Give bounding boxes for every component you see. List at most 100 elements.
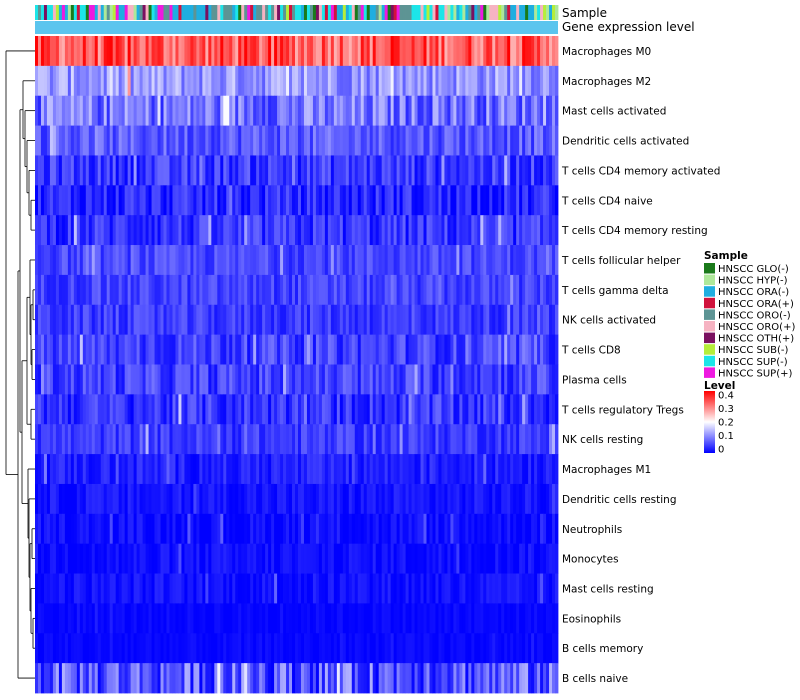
- heatmap-cell: [76, 65, 81, 97]
- heatmap-cell: [306, 633, 311, 664]
- heatmap-cell: [321, 95, 326, 126]
- heatmap-cell: [462, 304, 466, 336]
- heatmap-cell: [43, 245, 48, 276]
- heatmap-cell: [474, 304, 478, 336]
- heatmap-cell: [106, 36, 111, 67]
- heatmap-cell: [217, 215, 221, 246]
- row-label: T cells CD4 memory activated: [561, 165, 720, 177]
- heatmap-cell: [196, 215, 200, 246]
- heatmap-cell: [510, 364, 514, 395]
- heatmap-cell: [333, 185, 338, 216]
- heatmap-cell: [214, 274, 218, 306]
- heatmap-cell: [85, 155, 90, 186]
- heatmap-cell: [196, 334, 200, 365]
- heatmap-cell: [348, 125, 353, 156]
- heatmap-cell: [112, 543, 117, 574]
- heatmap-cell: [238, 334, 242, 365]
- heatmap-cell: [498, 633, 502, 664]
- heatmap-cell: [181, 95, 185, 126]
- heatmap-cell: [369, 245, 374, 276]
- heatmap-cell: [396, 573, 401, 604]
- heatmap-cell: [474, 543, 478, 574]
- heatmap-cell: [187, 274, 191, 306]
- heatmap-cell: [265, 274, 269, 306]
- heatmap-cell: [79, 65, 84, 97]
- heatmap-cell: [235, 603, 239, 634]
- heatmap-cell: [450, 95, 454, 126]
- heatmap-cell: [169, 483, 173, 515]
- heatmap-cell: [435, 125, 439, 156]
- heatmap-cell: [531, 95, 535, 126]
- heatmap-cell: [426, 573, 430, 604]
- heatmap-cell: [354, 215, 359, 246]
- heatmap-cell: [447, 424, 451, 455]
- heatmap-cell: [148, 394, 152, 425]
- heatmap-cell: [519, 573, 523, 604]
- heatmap-cell: [223, 155, 227, 186]
- heatmap-cell: [184, 185, 188, 216]
- heatmap-cell: [534, 663, 538, 694]
- row-label: T cells gamma delta: [561, 285, 669, 297]
- heatmap-cell: [366, 394, 371, 425]
- sample-legend-swatch: [704, 274, 715, 286]
- sample-annotation-cell: [172, 5, 176, 20]
- heatmap-cell: [537, 633, 541, 664]
- heatmap-cell: [309, 394, 314, 425]
- heatmap-cell: [205, 95, 209, 126]
- heatmap-cell: [226, 603, 230, 634]
- heatmap-cell: [486, 573, 490, 604]
- heatmap-cell: [336, 125, 341, 156]
- heatmap-cell: [399, 304, 403, 336]
- heatmap-cell: [35, 304, 39, 336]
- heatmap-cell: [277, 65, 281, 97]
- heatmap-cell: [363, 603, 368, 634]
- heatmap-cell: [238, 483, 242, 515]
- heatmap-cell: [223, 483, 227, 515]
- heatmap-cell: [519, 185, 523, 216]
- heatmap-cell: [52, 334, 57, 365]
- heatmap-cell: [262, 65, 266, 97]
- heatmap-cell: [369, 95, 374, 126]
- heatmap-cell: [52, 155, 57, 186]
- heatmap-cell: [420, 603, 424, 634]
- heatmap-cell: [411, 155, 415, 186]
- sample-annotation-cell: [184, 5, 188, 20]
- heatmap-cell: [244, 334, 248, 365]
- heatmap-cell: [103, 454, 108, 485]
- heatmap-cell: [312, 364, 317, 395]
- heatmap-cell: [339, 95, 344, 126]
- heatmap-cell: [226, 155, 230, 186]
- heatmap-cell: [375, 304, 380, 336]
- heatmap-cell: [324, 424, 329, 455]
- heatmap-cell: [309, 573, 314, 604]
- heatmap-cell: [369, 304, 374, 336]
- heatmap-cell: [175, 454, 179, 485]
- heatmap-cell: [414, 603, 418, 634]
- heatmap-cell: [555, 483, 559, 515]
- heatmap-cell: [357, 394, 362, 425]
- heatmap-cell: [345, 513, 350, 545]
- heatmap-cell: [157, 304, 161, 336]
- heatmap-cell: [516, 334, 520, 365]
- heatmap-cell: [552, 603, 556, 634]
- heatmap-cell: [531, 424, 535, 455]
- heatmap-cell: [324, 364, 329, 395]
- heatmap-cell: [339, 155, 344, 186]
- sample-annotation-cell: [459, 5, 463, 20]
- heatmap-cell: [393, 543, 398, 574]
- heatmap-cell: [495, 125, 499, 156]
- heatmap-cell: [253, 603, 257, 634]
- heatmap-cell: [375, 125, 380, 156]
- heatmap-cell: [327, 364, 332, 395]
- heatmap-cell: [471, 36, 475, 67]
- sample-annotation-cell: [112, 5, 117, 20]
- heatmap-cell: [468, 95, 472, 126]
- heatmap-cell: [297, 454, 302, 485]
- heatmap-cell: [459, 424, 463, 455]
- heatmap-cell: [447, 364, 451, 395]
- heatmap-cell: [420, 543, 424, 574]
- heatmap-cell: [160, 483, 164, 515]
- heatmap-cell: [501, 155, 505, 186]
- heatmap-cell: [259, 603, 263, 634]
- heatmap-cell: [531, 65, 535, 97]
